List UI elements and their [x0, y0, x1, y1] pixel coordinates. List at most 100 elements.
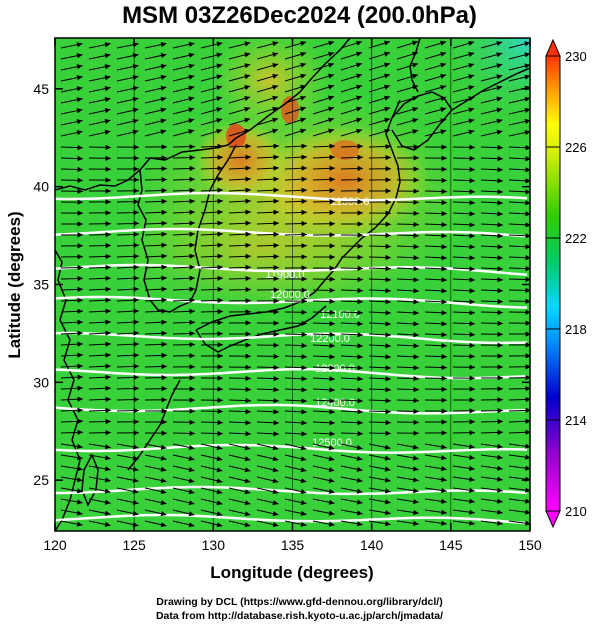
- wind-arrow-head: [469, 364, 475, 370]
- wind-arrow-head: [77, 210, 83, 216]
- wind-arrow-head: [76, 130, 83, 136]
- wind-arrow-head: [105, 155, 111, 161]
- wind-arrow-head: [161, 352, 167, 359]
- wind-arrow-head: [300, 478, 307, 484]
- wind-arrow-head: [189, 386, 195, 392]
- wind-arrow-head: [77, 330, 83, 336]
- wind-arrow-head: [385, 332, 391, 338]
- wind-arrow-head: [189, 397, 195, 403]
- wind-arrow-head: [525, 167, 530, 173]
- wind-arrow-head: [301, 209, 307, 215]
- wind-arrow-head: [469, 222, 475, 228]
- wind-arrow-head: [272, 522, 279, 528]
- wind-arrow-head: [525, 331, 530, 337]
- wind-arrow-head: [497, 465, 503, 471]
- coast-ryukyu: [127, 379, 181, 471]
- wind-arrow-head: [413, 155, 419, 161]
- wind-arrow-head: [412, 444, 419, 450]
- wind-arrow-head: [161, 253, 167, 259]
- wind-arrow-head: [441, 364, 447, 371]
- wind-arrow-head: [469, 321, 475, 327]
- wind-arrow-head: [356, 444, 363, 450]
- wind-arrow-head: [77, 352, 83, 358]
- wind-arrow-head: [356, 40, 362, 46]
- wind-arrow-head: [273, 398, 279, 404]
- colorbar-tick-label: 218: [565, 322, 587, 337]
- wind-arrow-head: [469, 233, 475, 239]
- wind-arrow-head: [385, 199, 391, 205]
- wind-arrow-head: [469, 166, 475, 173]
- coast-taiwan: [81, 453, 99, 507]
- wind-arrow-head: [161, 430, 167, 436]
- wind-arrow-head: [161, 408, 167, 414]
- wind-arrow-head: [77, 341, 83, 347]
- wind-arrow-head: [273, 331, 279, 337]
- wind-arrow-head: [525, 200, 530, 206]
- wind-arrow-head: [496, 85, 503, 91]
- wind-arrow-head: [160, 477, 167, 483]
- wind-arrow-head: [133, 253, 139, 259]
- wind-arrow-head: [328, 499, 335, 505]
- wind-arrow-head: [76, 119, 83, 125]
- wind-arrow-head: [441, 299, 447, 305]
- wind-arrow-head: [384, 499, 391, 505]
- hot-spot-3: [331, 140, 359, 160]
- wind-arrow-head: [160, 74, 167, 80]
- wind-arrow-head: [217, 242, 223, 248]
- wind-arrow-head: [357, 409, 363, 415]
- wind-arrow-head: [161, 330, 167, 336]
- wind-arrow-head: [497, 222, 503, 228]
- wind-arrow-head: [105, 144, 111, 150]
- wind-arrow-head: [385, 343, 391, 349]
- wind-arrow-head: [161, 166, 167, 172]
- wind-arrow-head: [412, 106, 419, 112]
- wind-arrow-head: [329, 298, 335, 304]
- wind-arrow-head: [216, 128, 223, 134]
- wind-arrow-head: [469, 244, 475, 250]
- wind-arrow-head: [468, 40, 475, 46]
- wind-arrow-head: [272, 73, 279, 79]
- wind-arrow-head: [524, 107, 530, 113]
- wind-arrow-head: [77, 374, 83, 380]
- wind-arrow-head: [413, 177, 419, 183]
- wind-arrow-head: [300, 95, 306, 101]
- wind-arrow-head: [300, 106, 306, 112]
- wind-arrow-head: [413, 233, 419, 239]
- wind-arrow-head: [356, 106, 362, 112]
- wind-arrow-head: [413, 332, 419, 338]
- wind-arrow-head: [132, 53, 139, 59]
- wind-arrow-head: [133, 264, 139, 270]
- wind-arrow-head: [329, 309, 335, 316]
- wind-arrow-head: [441, 419, 447, 425]
- wind-arrow-head: [385, 266, 391, 272]
- wind-arrow-head: [525, 156, 530, 162]
- wind-arrow-head: [385, 288, 391, 294]
- colorbar-ticks: 210 214 218 222 226 230: [546, 49, 587, 519]
- wind-arrow-head: [441, 222, 447, 228]
- credit-drawing: Drawing by DCL (https://www.gfd-dennou.o…: [156, 596, 443, 608]
- wind-arrow-head: [525, 465, 530, 471]
- wind-arrow-head: [497, 397, 503, 403]
- wind-arrow-head: [384, 477, 391, 483]
- wind-arrow-head: [244, 41, 251, 47]
- wind-arrow-head: [301, 154, 307, 160]
- wind-arrow-head: [105, 177, 111, 183]
- y-tick-label: 35: [33, 277, 49, 293]
- wind-arrow-head: [161, 264, 167, 270]
- wind-arrow-head: [496, 52, 503, 58]
- wind-arrow-head: [244, 467, 251, 473]
- wind-arrow-head: [244, 96, 251, 101]
- wind-arrow-head: [76, 477, 83, 483]
- wind-arrow-head: [385, 243, 391, 249]
- wind-arrow-head: [77, 243, 83, 249]
- wind-arrow-head: [217, 397, 223, 403]
- wind-arrow-head: [525, 386, 530, 392]
- wind-arrow-head: [468, 129, 475, 135]
- wind-arrow-head: [385, 398, 391, 404]
- wind-arrow-head: [77, 297, 83, 303]
- wind-arrow-head: [188, 74, 195, 80]
- wind-arrow-head: [357, 143, 363, 149]
- wind-arrow-head: [272, 41, 279, 47]
- wind-arrow-head: [441, 277, 447, 283]
- wind-arrow-head: [301, 143, 307, 149]
